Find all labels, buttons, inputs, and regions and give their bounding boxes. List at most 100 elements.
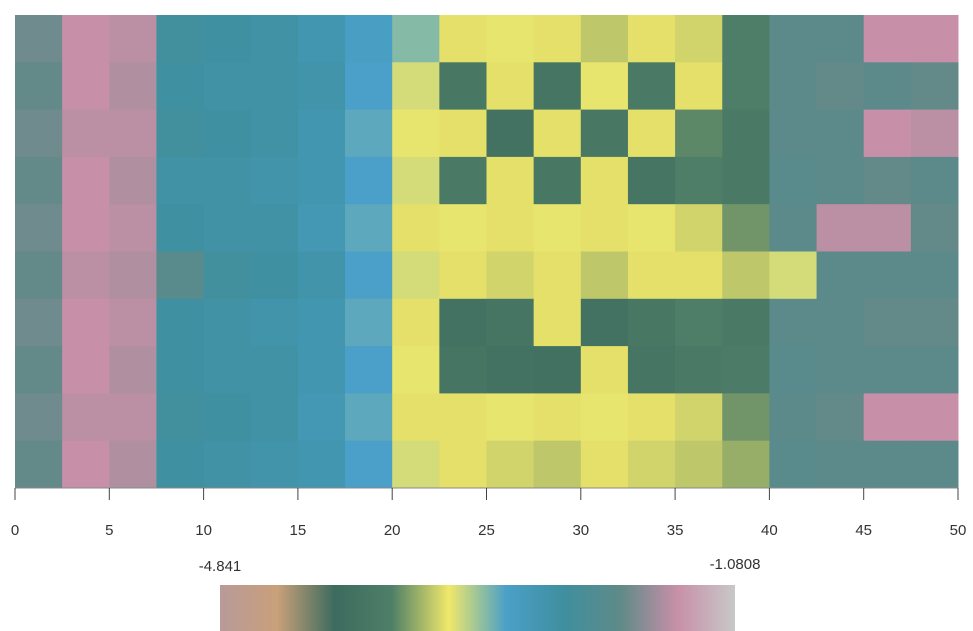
heatmap-cell xyxy=(533,346,582,394)
heatmap-cell xyxy=(533,393,582,442)
heatmap-cell xyxy=(250,109,299,158)
heatmap-cell xyxy=(156,346,205,394)
heatmap-cell xyxy=(203,346,252,394)
heatmap-cell xyxy=(15,204,63,252)
heatmap-cell xyxy=(863,15,912,63)
heatmap-cell xyxy=(109,440,157,489)
heatmap-cell xyxy=(62,251,110,300)
heatmap-cell xyxy=(156,109,205,158)
heatmap-cell xyxy=(533,156,582,205)
heatmap-cell xyxy=(910,346,959,394)
heatmap-cell xyxy=(675,109,723,158)
heatmap-cell xyxy=(250,204,299,252)
heatmap-cell xyxy=(297,346,346,394)
heatmap-cell xyxy=(580,440,629,489)
heatmap-cell xyxy=(62,62,110,111)
heatmap-cell xyxy=(533,298,582,347)
heatmap-cell xyxy=(910,393,959,442)
heatmap-cell xyxy=(62,15,110,63)
heatmap-cell xyxy=(816,393,865,442)
heatmap-cell xyxy=(439,251,487,300)
heatmap-cell xyxy=(769,440,818,489)
heatmap-cell xyxy=(533,109,582,158)
heatmap-cell xyxy=(392,156,440,205)
heatmap-cell xyxy=(675,15,723,63)
heatmap-cell xyxy=(345,346,393,394)
heatmap-cell xyxy=(863,346,912,394)
heatmap-cell xyxy=(439,346,487,394)
heatmap-cell xyxy=(297,62,346,111)
heatmap-cell xyxy=(769,109,818,158)
heatmap-cell xyxy=(627,156,676,205)
heatmap-cell xyxy=(203,251,252,300)
heatmap-cell xyxy=(439,15,487,63)
heatmap-cell xyxy=(250,393,299,442)
heatmap-cell xyxy=(816,156,865,205)
heatmap-cell xyxy=(15,15,63,63)
heatmap-cell xyxy=(439,204,487,252)
heatmap-cell xyxy=(392,109,440,158)
heatmap-cell xyxy=(156,204,205,252)
heatmap-cell xyxy=(345,251,393,300)
heatmap-cell xyxy=(816,440,865,489)
heatmap-cell xyxy=(15,62,63,111)
heatmap-cell xyxy=(203,204,252,252)
heatmap-cell xyxy=(62,440,110,489)
heatmap-cell xyxy=(627,109,676,158)
heatmap-cell xyxy=(722,109,770,158)
heatmap-cell xyxy=(297,298,346,347)
heatmap-cell xyxy=(863,440,912,489)
heatmap-cell xyxy=(580,156,629,205)
heatmap-cell xyxy=(580,62,629,111)
heatmap-cell xyxy=(722,298,770,347)
heatmap-cell xyxy=(863,204,912,252)
heatmap-cell xyxy=(486,156,535,205)
heatmap-cell xyxy=(910,440,959,489)
heatmap-cell xyxy=(392,204,440,252)
heatmap-cell xyxy=(15,298,63,347)
heatmap-cell xyxy=(627,393,676,442)
heatmap-cell xyxy=(627,298,676,347)
heatmap-cell xyxy=(910,156,959,205)
heatmap-cell xyxy=(109,62,157,111)
heatmap-cell xyxy=(62,393,110,442)
heatmap-cell xyxy=(250,440,299,489)
heatmap-cell xyxy=(769,62,818,111)
heatmap-cell xyxy=(863,62,912,111)
heatmap-cell xyxy=(392,393,440,442)
heatmap-cell xyxy=(816,62,865,111)
x-tick-label: 10 xyxy=(195,522,212,539)
heatmap-cell xyxy=(816,204,865,252)
heatmap-cell xyxy=(627,204,676,252)
heatmap-cell xyxy=(345,393,393,442)
heatmap-cell xyxy=(627,440,676,489)
heatmap-cell xyxy=(203,156,252,205)
heatmap-cell xyxy=(627,62,676,111)
heatmap-cell xyxy=(15,251,63,300)
heatmap-cell xyxy=(675,156,723,205)
x-tick-label: 30 xyxy=(572,522,589,539)
heatmap-cell xyxy=(62,156,110,205)
heatmap-cell xyxy=(392,298,440,347)
x-tick-label: 50 xyxy=(950,522,967,539)
heatmap-cell xyxy=(439,298,487,347)
heatmap-cell xyxy=(250,251,299,300)
heatmap-cell xyxy=(156,393,205,442)
heatmap-cell xyxy=(345,156,393,205)
heatmap-cell xyxy=(486,204,535,252)
heatmap-cell xyxy=(345,298,393,347)
heatmap-cell xyxy=(627,251,676,300)
heatmap-cell xyxy=(203,109,252,158)
heatmap-cell xyxy=(250,15,299,63)
heatmap-cell xyxy=(15,440,63,489)
heatmap-cell xyxy=(156,156,205,205)
heatmap-cell xyxy=(345,15,393,63)
heatmap-cell xyxy=(156,440,205,489)
heatmap-cell xyxy=(722,440,770,489)
heatmap-cell xyxy=(439,156,487,205)
x-tick-label: 0 xyxy=(11,522,19,539)
colorbar xyxy=(220,585,735,631)
heatmap-cell xyxy=(203,15,252,63)
